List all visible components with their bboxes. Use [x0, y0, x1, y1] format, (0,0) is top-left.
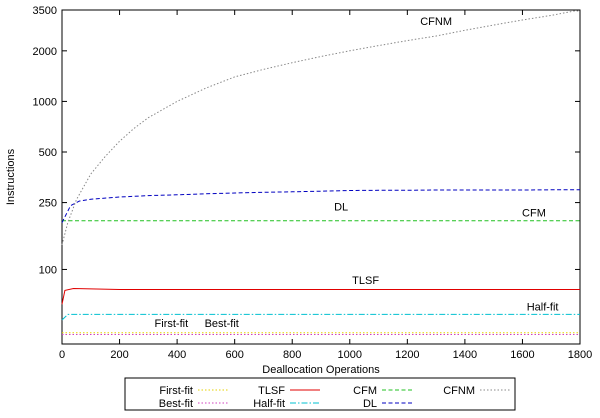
plot-frame	[61, 9, 581, 345]
series-line-cfnm	[61, 10, 580, 246]
legend-label: TLSF	[258, 385, 285, 397]
series-line-half-fit	[61, 313, 580, 321]
x-axis-label: Deallocation Operations	[262, 364, 380, 376]
x-tick-label: 600	[225, 349, 243, 361]
legend-label: CFM	[353, 385, 377, 397]
x-tick-label: 800	[283, 349, 301, 361]
legend-label: Best-fit	[159, 398, 193, 410]
annotations: CFNM DL CFM TLSF Half-fit First-fit Best-fit	[155, 16, 559, 330]
x-tick-label: 400	[168, 349, 186, 361]
y-tick-label: 100	[39, 264, 57, 276]
legend-label: First-fit	[159, 385, 193, 397]
y-tick-label: 250	[39, 198, 57, 210]
legend-label: Half-fit	[253, 398, 285, 410]
annotation-label: Best-fit	[205, 318, 239, 330]
x-tick-label: 1200	[395, 349, 419, 361]
annotation-label: TLSF	[352, 275, 379, 287]
x-tick-label: 0	[59, 349, 65, 361]
y-tick-label: 2000	[33, 46, 57, 58]
y-tick-label: 1000	[33, 96, 57, 108]
series-line-dl	[61, 189, 580, 223]
legend-box	[124, 377, 516, 411]
annotation-label: Half-fit	[527, 301, 559, 313]
legend-label: CFNM	[443, 385, 475, 397]
series-line-tlsf	[61, 287, 580, 305]
x-tick-label: 1000	[338, 349, 362, 361]
series-layer	[61, 10, 580, 335]
axis-ticks: 0 200 400 600 800 1000 1200 1400 1600 1800 100 250 5…	[33, 5, 593, 361]
x-tick-label: 200	[110, 349, 128, 361]
x-tick-label: 1400	[453, 349, 477, 361]
annotation-label: DL	[334, 201, 348, 213]
y-tick-label: 3500	[33, 5, 57, 17]
x-tick-label: 1600	[510, 349, 534, 361]
annotation-label: CFNM	[420, 16, 452, 28]
legend-label: DL	[363, 398, 377, 410]
annotation-label: CFM	[522, 208, 546, 220]
x-tick-label: 1800	[568, 349, 592, 361]
y-axis-label: Instructions	[5, 148, 17, 205]
annotation-label: First-fit	[155, 318, 189, 330]
y-tick-label: 500	[39, 147, 57, 159]
